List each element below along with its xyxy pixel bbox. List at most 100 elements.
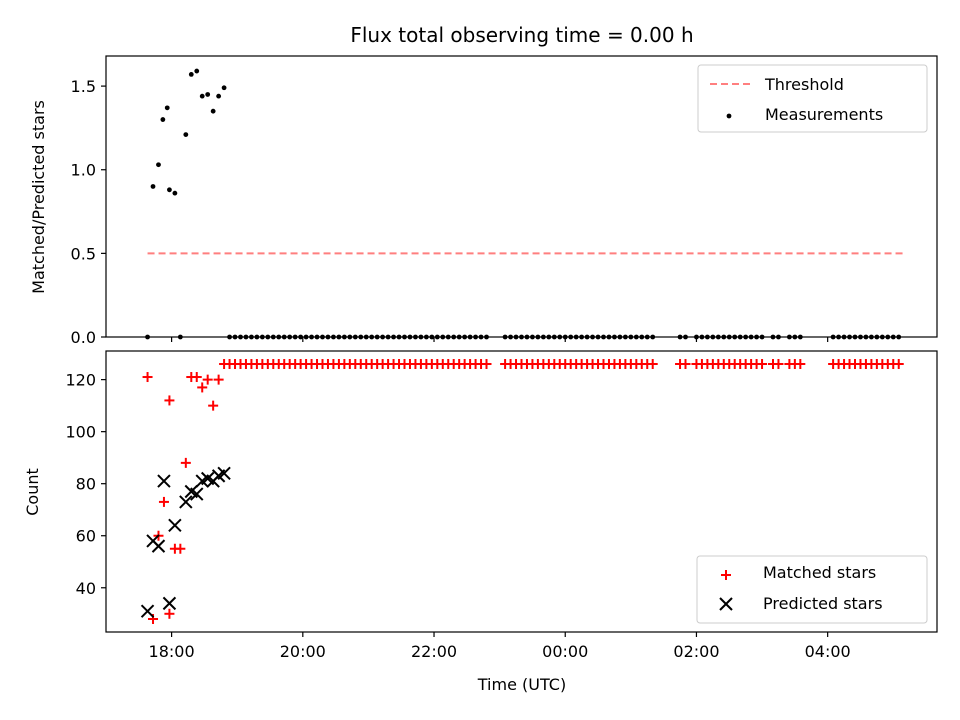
measurement-point	[710, 334, 716, 340]
measurement-point	[331, 334, 336, 340]
measurement-point	[748, 334, 754, 340]
measurement-point	[694, 334, 699, 340]
measurement-point	[232, 334, 238, 340]
measurement-point	[434, 334, 440, 340]
measurement-point	[622, 334, 628, 340]
measurement-point	[172, 190, 178, 196]
measurement-point	[568, 334, 574, 340]
measurement-point	[885, 334, 891, 340]
matched-star-marker	[158, 496, 169, 507]
matched-star-marker	[142, 372, 153, 383]
matched-star-marker	[757, 359, 768, 370]
measurement-point	[216, 93, 222, 99]
measurement-point	[732, 334, 738, 340]
measurement-point	[754, 334, 759, 340]
measurement-point	[298, 334, 304, 340]
matched-star-marker	[795, 359, 806, 370]
measurement-point	[770, 334, 776, 340]
measurement-point	[194, 68, 200, 74]
bottom-y-tick-label: 120	[65, 371, 96, 390]
predicted-star-marker	[179, 495, 193, 509]
top-axis-ticks: 0.0 0.5 1.0 1.5	[71, 77, 829, 347]
top-y-tick-label: 0.0	[71, 328, 96, 347]
measurement-point	[423, 334, 429, 340]
matched-star-marker	[202, 374, 213, 385]
measurement-point	[759, 334, 765, 340]
measurement-point	[896, 334, 902, 340]
x-tick-label: 22:00	[411, 642, 457, 661]
measurement-point	[210, 108, 216, 114]
measurement-point	[737, 334, 743, 340]
bottom-y-tick-label: 60	[76, 527, 96, 546]
measurement-point	[830, 334, 836, 340]
measurement-point	[205, 92, 211, 97]
measurement-point	[385, 334, 391, 340]
bottom-axis-ticks: 18:00 20:00 22:00 00:00 02:00 04:00 40 60 80 100 1…	[65, 371, 850, 661]
predicted-stars-legend-label: Predicted stars	[763, 594, 883, 613]
measurement-point	[683, 334, 688, 340]
measurement-point	[156, 162, 161, 168]
measurement-point	[743, 334, 749, 340]
measurement-point	[863, 334, 869, 340]
predicted-star-marker	[151, 539, 166, 553]
measurement-point	[530, 334, 535, 340]
measurement-point	[852, 334, 858, 340]
measurement-point	[502, 334, 508, 340]
measurement-point	[519, 334, 524, 340]
top-legend-box	[697, 64, 928, 133]
measurement-point	[254, 334, 260, 340]
bottom-y-tick-label: 80	[76, 475, 96, 494]
measurement-point	[797, 334, 803, 340]
measurement-point	[473, 334, 478, 340]
measurement-point	[715, 334, 721, 340]
measurement-point	[513, 334, 519, 340]
measurement-point	[639, 334, 645, 340]
measurement-point	[238, 334, 243, 340]
measurement-point	[270, 334, 276, 340]
measurement-point	[265, 334, 271, 340]
matched-star-marker	[773, 359, 784, 370]
measurement-point	[352, 334, 358, 340]
measurement-point	[164, 105, 170, 111]
measurement-point	[249, 334, 254, 340]
measurement-point	[221, 85, 227, 91]
measurement-point	[462, 334, 468, 340]
predicted-stars-legend-marker	[719, 597, 733, 611]
measurement-point	[792, 334, 798, 340]
measurement-point	[524, 334, 530, 340]
measurement-point	[259, 334, 265, 340]
measurement-point	[276, 334, 282, 340]
measurement-point	[612, 334, 617, 340]
predicted-star-marker	[168, 518, 182, 533]
matched-star-marker	[208, 400, 219, 411]
top-legend: Threshold Measurements	[697, 64, 928, 133]
predicted-star-marker	[157, 474, 171, 488]
measurement-point	[868, 334, 874, 340]
top-y-tick-label: 0.5	[71, 244, 96, 263]
measurement-point	[726, 334, 732, 340]
matched-star-marker	[481, 359, 492, 370]
measurement-point	[677, 334, 683, 340]
measurement-point	[557, 334, 563, 340]
measurement-point	[478, 334, 484, 340]
chart-title: Flux total observing time = 0.00 h	[350, 23, 693, 47]
measurement-point	[336, 334, 342, 340]
measurement-point	[429, 334, 435, 340]
measurement-point	[407, 334, 413, 340]
measurement-point	[858, 334, 863, 340]
bottom-y-tick-label: 100	[65, 423, 96, 442]
measurements-legend-marker	[726, 113, 732, 119]
measurement-point	[776, 334, 781, 340]
measurement-point	[546, 334, 552, 340]
measurements-legend-label: Measurements	[765, 105, 883, 124]
measurement-point	[456, 334, 462, 340]
measurement-point	[836, 334, 841, 340]
measurement-point	[325, 334, 331, 340]
bottom-y-tick-label: 40	[76, 579, 96, 598]
measurement-point	[699, 334, 705, 340]
measurement-point	[183, 132, 189, 138]
measurement-point	[590, 334, 595, 340]
measurement-point	[199, 93, 205, 99]
measurement-point	[484, 334, 489, 340]
predicted-star-marker	[140, 604, 155, 618]
